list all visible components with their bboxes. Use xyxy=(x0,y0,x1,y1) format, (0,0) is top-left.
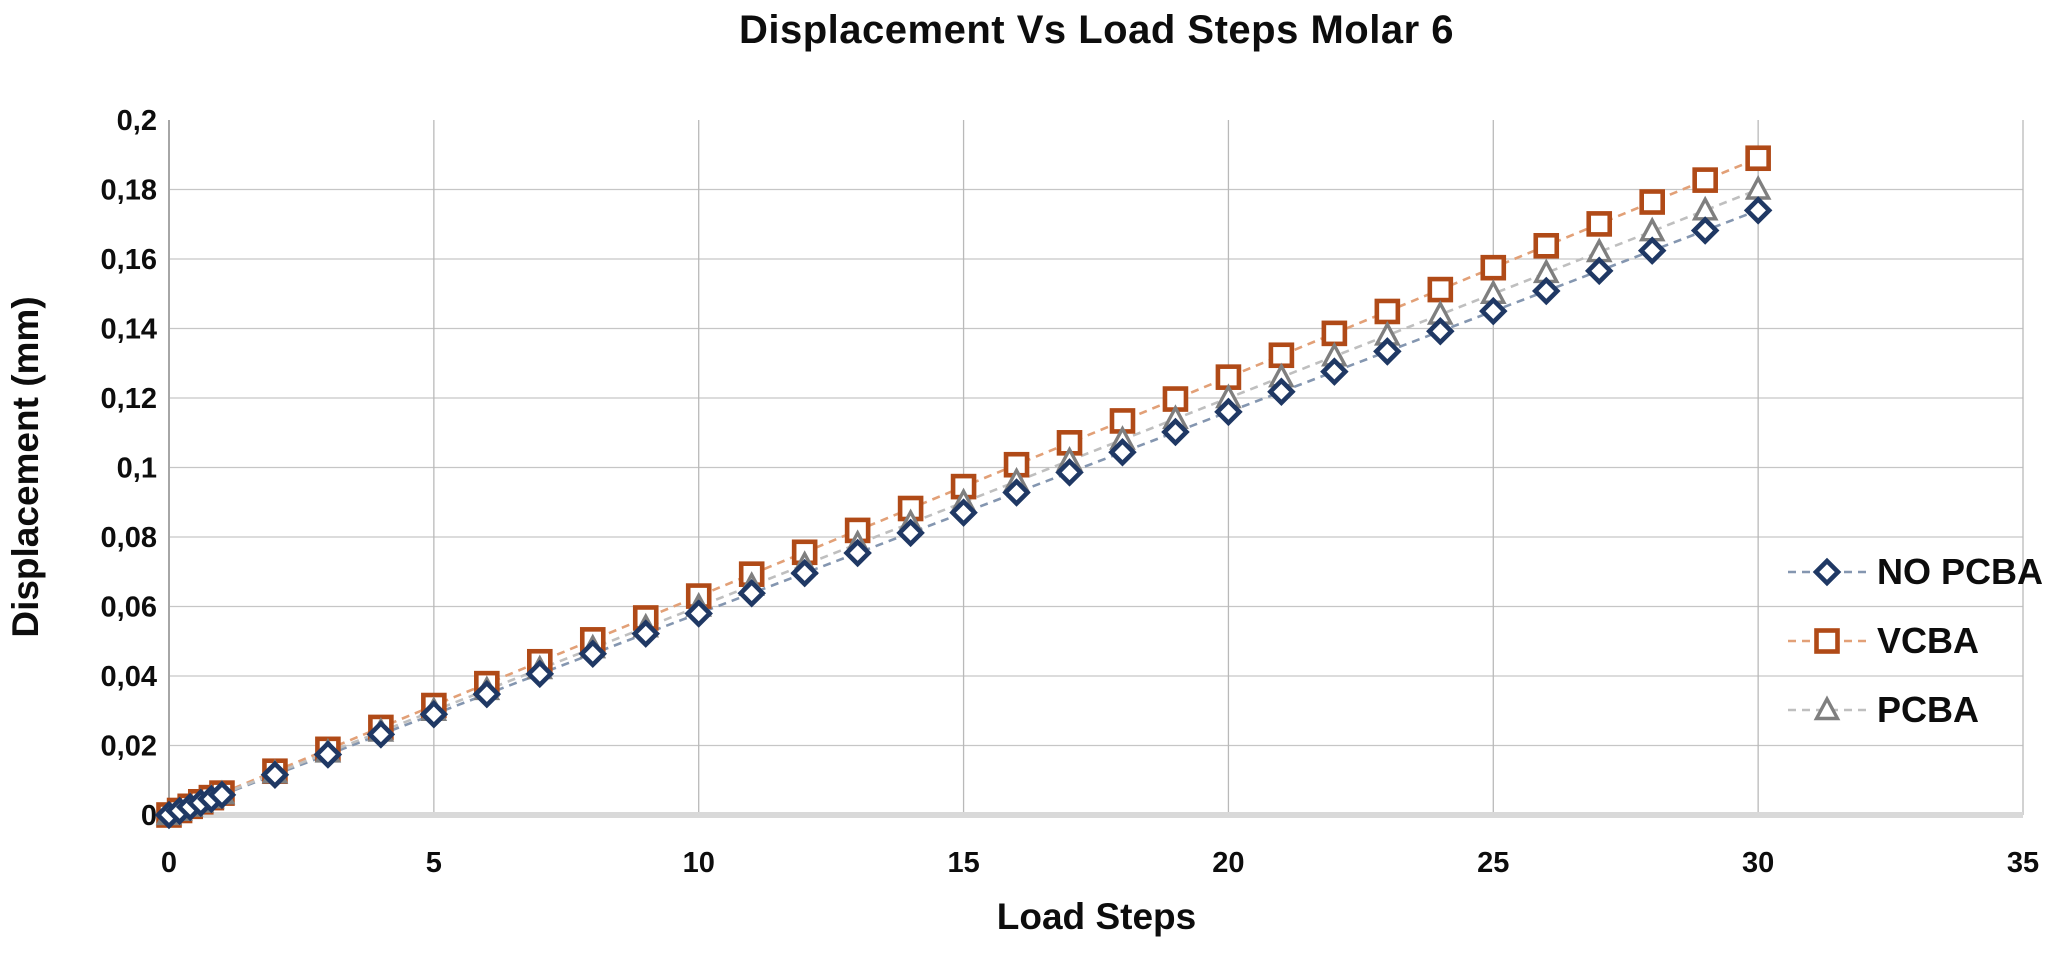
x-tick-label: 20 xyxy=(1212,847,1244,879)
y-tick-label: 0,16 xyxy=(101,244,157,276)
marker-no-pcba xyxy=(1532,276,1561,306)
marker-no-pcba xyxy=(1267,377,1296,406)
chart-title: Displacement Vs Load Steps Molar 6 xyxy=(739,8,1454,52)
y-tick-label: 0,04 xyxy=(101,661,157,693)
marker-no-pcba xyxy=(1637,236,1667,265)
marker-no-pcba xyxy=(578,639,608,669)
x-axis-title: Load Steps xyxy=(996,896,1197,937)
marker-vcba xyxy=(1427,276,1454,303)
x-tick-label: 35 xyxy=(2007,847,2039,879)
marker-no-pcba xyxy=(1161,417,1190,447)
marker-vcba xyxy=(1321,320,1348,347)
marker-vcba xyxy=(1639,189,1665,215)
marker-vcba xyxy=(1374,298,1401,325)
legend-label-vcba: VCBA xyxy=(1877,619,1980,661)
series-line-no-pcba xyxy=(168,209,1759,817)
legend-label-no-pcba: NO PCBA xyxy=(1877,550,2044,592)
marker-no-pcba xyxy=(525,659,555,689)
marker-vcba xyxy=(1692,167,1718,193)
legend-marker-pcba xyxy=(1788,694,1866,720)
y-tick-label: 0,02 xyxy=(101,731,157,763)
marker-no-pcba xyxy=(366,720,396,749)
marker-no-pcba xyxy=(207,780,237,810)
marker-pcba xyxy=(1744,174,1772,200)
marker-no-pcba xyxy=(419,699,449,729)
marker-no-pcba xyxy=(1743,196,1773,225)
x-tick-label: 0 xyxy=(161,847,177,879)
marker-no-pcba xyxy=(1584,256,1614,286)
x-tick-label: 10 xyxy=(683,847,715,879)
marker-no-pcba xyxy=(684,599,713,628)
marker-vcba xyxy=(1745,145,1771,172)
marker-no-pcba xyxy=(313,740,343,769)
y-tick-label: 0,12 xyxy=(101,383,157,415)
marker-no-pcba xyxy=(949,498,978,527)
legend-item-no-pcba: NO PCBA xyxy=(1786,537,2056,606)
marker-no-pcba xyxy=(260,760,290,789)
marker-no-pcba xyxy=(1479,296,1508,326)
marker-no-pcba xyxy=(1214,397,1243,427)
marker-no-pcba xyxy=(472,679,502,709)
marker-no-pcba xyxy=(1108,437,1137,467)
x-tick-label: 25 xyxy=(1477,847,1509,879)
legend-label-pcba: PCBA xyxy=(1877,688,1980,730)
y-tick-label: 0,06 xyxy=(101,592,157,624)
marker-no-pcba xyxy=(790,558,819,588)
marker-no-pcba xyxy=(1055,458,1084,487)
legend-marker-vcba xyxy=(1788,627,1866,654)
marker-no-pcba xyxy=(1373,337,1402,366)
marker-no-pcba xyxy=(737,579,766,608)
marker-pcba xyxy=(1691,195,1719,221)
y-tick-label: 0,18 xyxy=(101,175,157,207)
legend-marker-no-pcba xyxy=(1788,557,1866,586)
marker-no-pcba xyxy=(1320,357,1349,386)
x-tick-label: 5 xyxy=(426,847,442,879)
y-tick-label: 0,2 xyxy=(117,105,157,137)
marker-no-pcba xyxy=(1426,317,1455,346)
y-tick-label: 0 xyxy=(141,800,157,832)
y-tick-label: 0,08 xyxy=(101,522,157,554)
y-tick-label: 0,14 xyxy=(101,314,157,346)
marker-no-pcba xyxy=(1002,478,1031,507)
legend: NO PCBA VCBA PCBA xyxy=(1786,537,2056,744)
marker-vcba xyxy=(1480,254,1507,281)
marker-vcba xyxy=(1586,211,1613,237)
marker-vcba xyxy=(1533,232,1560,259)
legend-item-pcba: PCBA xyxy=(1786,675,2056,744)
x-tick-label: 30 xyxy=(1742,847,1774,879)
x-tick-label: 15 xyxy=(947,847,979,879)
legend-item-vcba: VCBA xyxy=(1786,606,2056,675)
marker-no-pcba xyxy=(631,619,660,648)
marker-no-pcba xyxy=(843,538,872,568)
marker-no-pcba xyxy=(1690,216,1720,245)
marker-no-pcba xyxy=(896,518,925,548)
y-tick-label: 0,1 xyxy=(117,453,157,485)
